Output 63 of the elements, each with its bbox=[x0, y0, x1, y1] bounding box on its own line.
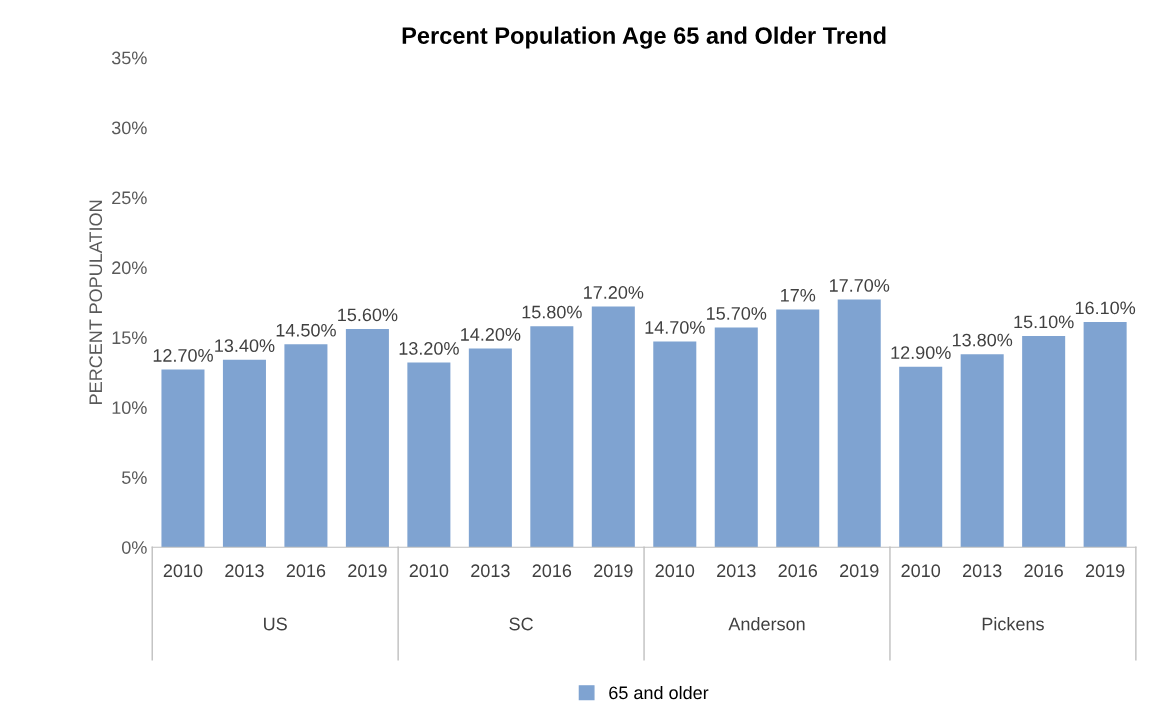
data-label: 14.20% bbox=[461, 328, 521, 341]
bar bbox=[714, 327, 758, 548]
bar bbox=[960, 354, 1004, 548]
x-tick-label: 2013 bbox=[471, 564, 510, 578]
text: US bbox=[264, 617, 287, 631]
x-tick-label: 2019 bbox=[840, 564, 879, 578]
data-label: 13.80% bbox=[952, 333, 1013, 347]
y-tick-label: 30% bbox=[111, 121, 147, 135]
chart-title: Percent Population Age 65 and Older Trend bbox=[402, 26, 886, 49]
x-tick-label: 2016 bbox=[778, 564, 818, 578]
data-label: 13.40% bbox=[215, 339, 275, 353]
bar bbox=[591, 306, 635, 548]
text: Pickens bbox=[982, 617, 1044, 631]
bar bbox=[407, 362, 451, 548]
data-label: 15.60% bbox=[338, 308, 398, 322]
x-tick-label: 2019 bbox=[1085, 564, 1125, 578]
x-tick-label: 2010 bbox=[409, 564, 449, 578]
bar bbox=[776, 309, 820, 548]
data-label: 14.70% bbox=[645, 321, 705, 334]
bar bbox=[1083, 321, 1127, 548]
x-tick-label: 2016 bbox=[532, 564, 572, 578]
x-tick-label: 2010 bbox=[655, 564, 695, 578]
data-label: 17.20% bbox=[584, 286, 644, 299]
bar bbox=[653, 341, 697, 548]
y-axis-title: PERCENT POPULATION bbox=[89, 200, 103, 404]
y-tick-label: 25% bbox=[112, 191, 147, 205]
x-tick-label: 2013 bbox=[225, 564, 264, 578]
bar bbox=[837, 299, 881, 548]
x-tick-label: 2010 bbox=[163, 564, 203, 578]
bar bbox=[284, 344, 328, 548]
data-label: 16.10% bbox=[1075, 301, 1136, 315]
data-label: 17% bbox=[781, 288, 816, 302]
data-label: 17.70% bbox=[829, 279, 890, 292]
data-label: 12.90% bbox=[891, 346, 951, 360]
x-tick-label: 2016 bbox=[1024, 564, 1063, 578]
x-tick-label: 2010 bbox=[901, 564, 941, 578]
y-tick-label: 5% bbox=[122, 471, 147, 484]
y-tick-label: 15% bbox=[112, 331, 147, 345]
data-label: 15.70% bbox=[707, 307, 767, 320]
bar bbox=[899, 366, 943, 548]
data-label: 14.50% bbox=[276, 323, 336, 337]
data-label: 15.80% bbox=[522, 305, 582, 319]
data-label: 15.10% bbox=[1014, 315, 1074, 329]
bar bbox=[1022, 335, 1066, 548]
y-tick-label: 0% bbox=[121, 541, 147, 554]
text: SC bbox=[509, 617, 533, 631]
bar bbox=[345, 328, 389, 548]
bar bbox=[161, 369, 205, 548]
bar bbox=[468, 348, 512, 548]
bar bbox=[530, 326, 574, 548]
bar bbox=[222, 359, 266, 548]
x-tick-label: 2013 bbox=[963, 564, 1002, 578]
x-tick-label: 2013 bbox=[717, 564, 756, 578]
x-tick-label: 2019 bbox=[348, 564, 387, 578]
data-label: 13.20% bbox=[399, 342, 459, 355]
data-label: 12.70% bbox=[153, 349, 213, 362]
legend-label: 65 and older bbox=[609, 685, 709, 700]
x-tick-label: 2019 bbox=[594, 564, 633, 578]
x-tick-label: 2016 bbox=[286, 564, 326, 578]
y-tick-label: 35% bbox=[111, 51, 147, 65]
y-tick-label: 10% bbox=[112, 401, 147, 415]
y-tick-label: 20% bbox=[112, 261, 147, 275]
text: Anderson bbox=[728, 617, 805, 631]
